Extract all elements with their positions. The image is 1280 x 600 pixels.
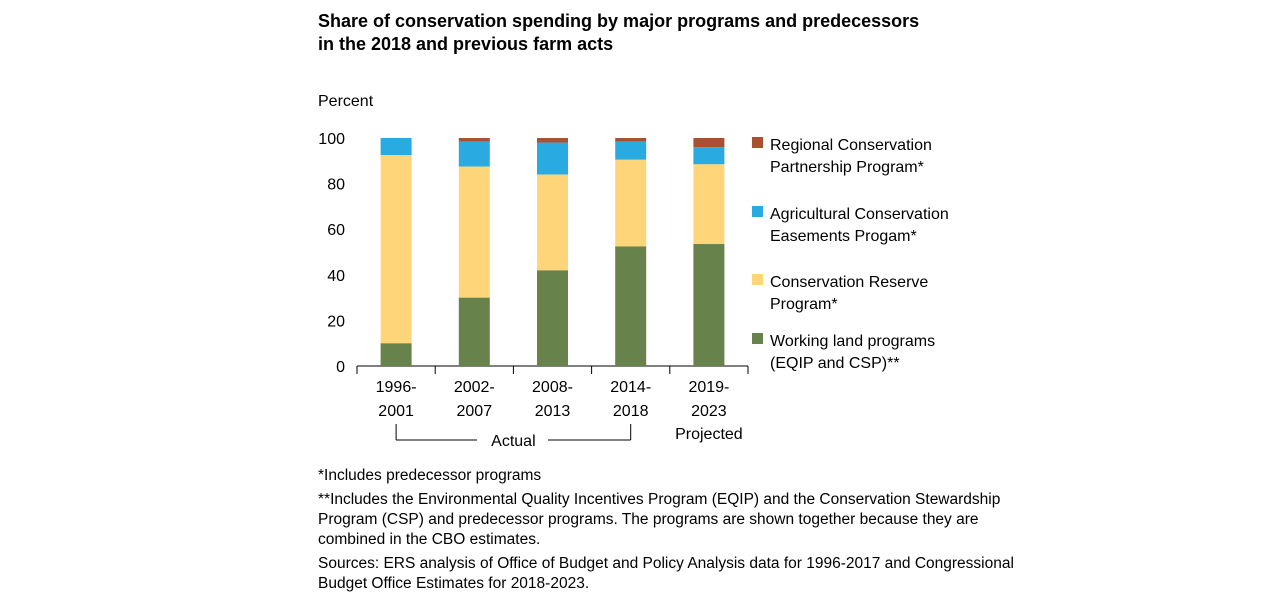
y-tick-label: 80 <box>327 177 345 194</box>
bar-segment <box>537 142 568 175</box>
bar-segment <box>615 159 647 247</box>
bar-segment <box>458 166 490 298</box>
footnote-eqip-csp: **Includes the Environmental Quality Inc… <box>318 491 1001 548</box>
bar-segment <box>458 138 490 142</box>
bar-segment <box>537 270 568 366</box>
legend-label: Working land programs <box>770 333 935 350</box>
x-tick-label: 2023 <box>691 403 727 420</box>
legend-label: Easements Progam* <box>770 228 917 245</box>
x-tick-label: 2008- <box>532 379 573 396</box>
x-tick-label: 2019- <box>688 379 729 396</box>
legend: Regional Conservation Partnership Program… <box>752 137 949 372</box>
bar-segment <box>615 246 647 366</box>
legend-label: Conservation Reserve <box>770 274 928 291</box>
y-tick-label: 40 <box>327 268 345 285</box>
x-tick-label: 1996- <box>376 379 417 396</box>
legend-label: Partnership Program* <box>770 159 924 176</box>
bar-segment <box>537 174 568 271</box>
projected-label: Projected <box>675 426 743 443</box>
bar-segment <box>693 147 725 165</box>
legend-swatch <box>752 137 763 148</box>
x-tick-label: 2002- <box>454 379 495 396</box>
footnote-predecessor: *Includes predecessor programs <box>318 467 542 484</box>
x-tick-label: 2013 <box>535 403 571 420</box>
bar-segment <box>693 164 725 245</box>
chart-title: Share of conservation spending by major … <box>318 11 920 54</box>
legend-swatch <box>752 206 763 217</box>
footnotes: *Includes predecessor programs **Include… <box>318 466 1018 598</box>
y-tick-label: 0 <box>336 359 345 376</box>
bar-segment <box>458 297 490 366</box>
x-tick-label: 2001 <box>378 403 414 420</box>
group-brackets: Actual Projected <box>395 424 743 450</box>
y-tick-label: 20 <box>327 313 345 330</box>
bars <box>380 138 725 366</box>
actual-label: Actual <box>491 433 535 450</box>
bar-segment <box>380 343 412 366</box>
bar-segment <box>537 138 568 143</box>
legend-label: (EQIP and CSP)** <box>770 355 900 372</box>
bar-segment <box>458 141 490 167</box>
x-tick-label: 2007 <box>457 403 493 420</box>
legend-swatch <box>752 274 763 285</box>
bar-segment <box>380 155 412 344</box>
legend-label: Regional Conservation <box>770 137 932 154</box>
y-tick-label: 100 <box>318 131 345 148</box>
legend-label: Program* <box>770 296 838 313</box>
x-tick-label: 2014- <box>610 379 651 396</box>
bar-segment <box>615 138 647 142</box>
y-tick-label: 60 <box>327 222 345 239</box>
bar-segment <box>693 244 725 366</box>
chart-frame <box>356 365 749 374</box>
legend-swatch <box>752 333 763 344</box>
sources-note: Sources: ERS analysis of Office of Budge… <box>318 555 1014 592</box>
y-axis-label: Percent <box>318 93 374 110</box>
bar-segment <box>615 141 647 160</box>
bar-segment <box>380 138 412 156</box>
x-tick-label: 2018 <box>613 403 649 420</box>
ticks: 0 20 40 60 80 100 1996- 2001 2002- 2007 2008- 2013 2… <box>318 131 729 420</box>
legend-label: Agricultural Conservation <box>770 206 949 223</box>
bar-segment <box>693 138 725 148</box>
